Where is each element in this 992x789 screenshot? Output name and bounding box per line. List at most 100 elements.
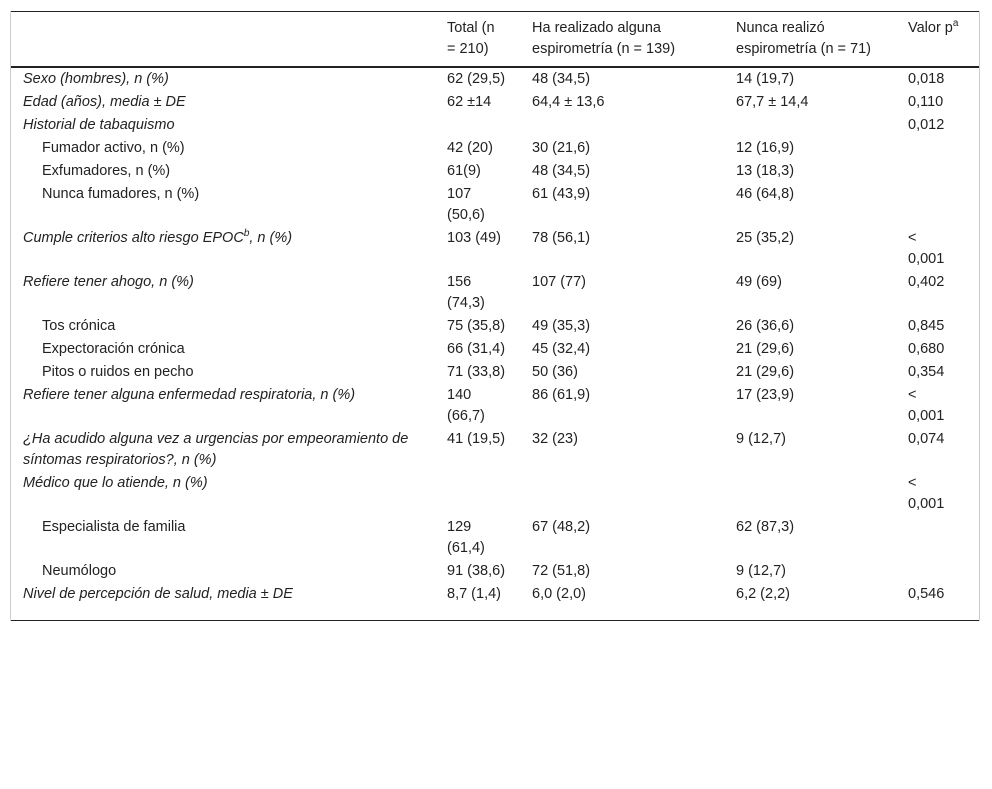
table-cell: 140 (66,7) <box>447 387 485 424</box>
row-label: Expectoración crónica <box>11 338 441 361</box>
table-cell: 103 (49) <box>447 230 502 246</box>
table-cell: 49 (69) <box>736 274 782 290</box>
table-row: Nunca fumadores, n (%) 107 (50,6) 61 (43,9… <box>11 183 979 227</box>
row-label: Cumple criterios alto riesgo EPOCb, n (%… <box>11 227 441 271</box>
label-text: Expectoración crónica <box>42 341 185 357</box>
row-label: Nunca fumadores, n (%) <box>11 183 441 227</box>
label-text: Fumador activo, n (%) <box>42 140 185 156</box>
table-cell: 25 (35,2) <box>736 230 795 246</box>
row-label: Edad (años), media ± DE <box>11 91 441 114</box>
table-cell: 41 (19,5) <box>447 431 506 447</box>
table-cell: < 0,001 <box>908 387 945 424</box>
label-text: Cumple criterios alto riesgo EPOC <box>23 230 244 246</box>
table-cell: 0,018 <box>908 71 945 87</box>
table-row: Médico que lo atiende, n (%) < 0,001 <box>11 472 979 516</box>
table-cell: 156 (74,3) <box>447 274 485 311</box>
row-label: Fumador activo, n (%) <box>11 137 441 160</box>
table-cell: 64,4 ± 13,6 <box>532 94 605 110</box>
table-cell <box>730 472 902 516</box>
table-cell <box>902 137 979 160</box>
label-text: Tos crónica <box>42 318 116 334</box>
table-cell: 129 (61,4) <box>447 519 485 556</box>
table-cell: 32 (23) <box>532 431 578 447</box>
table-cell: 0,354 <box>908 364 945 380</box>
data-table: Total (n = 210) Ha realizado alguna espir… <box>11 11 979 621</box>
table-cell: 72 (51,8) <box>532 563 591 579</box>
label-text: Refiere tener ahogo, n (%) <box>23 274 194 290</box>
row-label: Tos crónica <box>11 315 441 338</box>
table-row: Edad (años), media ± DE 62 ±14 64,4 ± 13,6… <box>11 91 979 114</box>
table-cell: 66 (31,4) <box>447 341 506 357</box>
table-cell: 48 (34,5) <box>532 71 591 87</box>
table-cell: 67 (48,2) <box>532 519 591 535</box>
table-row: ¿Ha acudido alguna vez a urgencias por e… <box>11 428 979 472</box>
table-cell: 86 (61,9) <box>532 387 591 403</box>
table-cell <box>902 516 979 560</box>
label-text: Historial de tabaquismo <box>23 117 175 133</box>
table-cell: 21 (29,6) <box>736 341 795 357</box>
table-cell <box>526 472 730 516</box>
row-label: Neumólogo <box>11 560 441 583</box>
header-cell: Valor pa <box>902 11 979 68</box>
table-cell <box>902 560 979 583</box>
table-cell <box>902 183 979 227</box>
label-text: Exfumadores, n (%) <box>42 163 171 179</box>
footnote-mark: b <box>243 228 250 240</box>
label-text: Sexo (hombres), n (%) <box>23 71 169 87</box>
table-row: Especialista de familia 129 (61,4) 67 (48,… <box>11 516 979 560</box>
row-label: Nivel de percepción de salud, media ± DE <box>11 583 441 621</box>
table-cell: 48 (34,5) <box>532 163 591 179</box>
table-row: Pitos o ruidos en pecho 71 (33,8) 50 (36) 2… <box>11 361 979 384</box>
table-cell <box>902 160 979 183</box>
label-text: Refiere tener alguna enfermedad respirat… <box>23 387 356 403</box>
table-cell: 0,110 <box>908 94 944 110</box>
label-text: Neumólogo <box>42 563 117 579</box>
table-cell: 0,074 <box>908 431 945 447</box>
row-label: Médico que lo atiende, n (%) <box>11 472 441 516</box>
table-cell: 13 (18,3) <box>736 163 795 179</box>
row-label: Refiere tener ahogo, n (%) <box>11 271 441 315</box>
table-cell: 49 (35,3) <box>532 318 591 334</box>
table-row: Nivel de percepción de salud, media ± DE… <box>11 583 979 621</box>
row-label: Pitos o ruidos en pecho <box>11 361 441 384</box>
table-cell <box>730 114 902 137</box>
table-frame: Total (n = 210) Ha realizado alguna espir… <box>10 11 980 621</box>
label-suffix: , n (%) <box>249 230 293 246</box>
table-cell: 9 (12,7) <box>736 431 786 447</box>
table-cell: 6,0 (2,0) <box>526 583 730 621</box>
table-cell: 0,845 <box>908 318 945 334</box>
row-label: Refiere tener alguna enfermedad respirat… <box>11 384 441 428</box>
header-text: Ha realizado alguna espirometría (n = 13… <box>532 20 676 57</box>
header-cell: Nunca realizó espirometría (n = 71) <box>730 11 902 68</box>
table-cell: 0,402 <box>908 274 945 290</box>
table-cell: 30 (21,6) <box>532 140 591 156</box>
table-row: Tos crónica 75 (35,8) 49 (35,3) 26 (36,6) 0,… <box>11 315 979 338</box>
header-text: Nunca realizó espirometría (n = 71) <box>736 20 871 57</box>
row-label: Especialista de familia <box>11 516 441 560</box>
row-label: ¿Ha acudido alguna vez a urgencias por e… <box>11 428 441 472</box>
table-cell <box>441 114 526 137</box>
table-cell: 0,546 <box>902 583 979 621</box>
table-cell: 0,680 <box>908 341 945 357</box>
row-label: Exfumadores, n (%) <box>11 160 441 183</box>
table-cell: 45 (32,4) <box>532 341 591 357</box>
table-cell: 107 (77) <box>532 274 587 290</box>
row-label: Sexo (hombres), n (%) <box>11 67 441 91</box>
header-text: Valor p <box>908 20 953 36</box>
table-cell: < 0,001 <box>908 475 945 512</box>
table-cell: 91 (38,6) <box>447 563 506 579</box>
table-row: Refiere tener alguna enfermedad respirat… <box>11 384 979 428</box>
table-row: Sexo (hombres), n (%) 62 (29,5) 48 (34,5) 1… <box>11 67 979 91</box>
label-text: Nivel de percepción de salud, media ± DE <box>23 586 293 602</box>
table-cell: 50 (36) <box>532 364 578 380</box>
footnote-mark: a <box>952 18 959 30</box>
table-cell: 71 (33,8) <box>447 364 506 380</box>
table-row: Neumólogo 91 (38,6) 72 (51,8) 9 (12,7) <box>11 560 979 583</box>
table-cell <box>441 472 526 516</box>
header-row: Total (n = 210) Ha realizado alguna espir… <box>11 11 979 68</box>
table-row: Historial de tabaquismo 0,012 <box>11 114 979 137</box>
table-cell: 17 (23,9) <box>736 387 795 403</box>
table-body: Sexo (hombres), n (%) 62 (29,5) 48 (34,5) 1… <box>11 67 979 621</box>
label-text: Médico que lo atiende, n (%) <box>23 475 208 491</box>
table-cell: 78 (56,1) <box>532 230 591 246</box>
